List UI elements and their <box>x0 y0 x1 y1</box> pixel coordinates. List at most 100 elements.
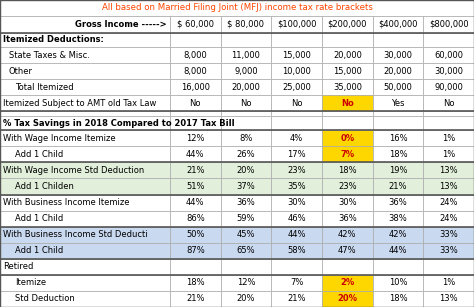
Text: 8,000: 8,000 <box>183 67 207 76</box>
Text: 21%: 21% <box>389 182 407 191</box>
Text: 65%: 65% <box>237 246 255 255</box>
Bar <box>423 63 474 79</box>
Text: 0%: 0% <box>340 134 355 143</box>
Text: 50%: 50% <box>186 230 205 239</box>
Text: 10%: 10% <box>389 278 407 287</box>
Bar <box>221 116 271 130</box>
Bar <box>423 33 474 47</box>
Bar <box>373 162 423 178</box>
Bar <box>322 162 373 178</box>
Bar <box>221 259 271 275</box>
Text: No: No <box>291 99 302 108</box>
Bar <box>221 16 271 33</box>
Text: 36%: 36% <box>389 198 407 207</box>
Bar <box>373 146 423 162</box>
Bar <box>322 227 373 243</box>
Text: 4%: 4% <box>290 134 303 143</box>
Text: $800,000: $800,000 <box>429 20 468 29</box>
Text: 13%: 13% <box>439 182 458 191</box>
Bar <box>423 111 474 116</box>
Bar <box>373 79 423 95</box>
Bar <box>373 195 423 211</box>
Bar <box>170 178 221 195</box>
Text: 30%: 30% <box>338 198 356 207</box>
Bar <box>0 211 170 227</box>
Bar <box>271 111 322 116</box>
Text: Gross Income ----->: Gross Income -----> <box>75 20 167 29</box>
Bar <box>221 95 271 111</box>
Bar <box>170 16 221 33</box>
Text: 44%: 44% <box>287 230 306 239</box>
Text: 44%: 44% <box>186 150 205 159</box>
Bar <box>373 116 423 130</box>
Bar <box>0 243 170 259</box>
Bar <box>0 162 170 178</box>
Bar <box>221 130 271 146</box>
Text: 18%: 18% <box>389 150 407 159</box>
Text: 20%: 20% <box>237 294 255 303</box>
Bar <box>221 275 271 291</box>
Bar <box>170 33 221 47</box>
Bar <box>170 195 221 211</box>
Bar <box>322 259 373 275</box>
Bar <box>322 116 373 130</box>
Text: 1%: 1% <box>442 134 456 143</box>
Text: With Business Income Std Deducti: With Business Income Std Deducti <box>3 230 147 239</box>
Bar <box>221 146 271 162</box>
Text: 1%: 1% <box>442 278 456 287</box>
Text: 13%: 13% <box>439 294 458 303</box>
Bar <box>322 178 373 195</box>
Bar <box>170 111 221 116</box>
Text: 15,000: 15,000 <box>333 67 362 76</box>
Bar <box>221 243 271 259</box>
Bar <box>170 95 221 111</box>
Text: 11,000: 11,000 <box>232 51 260 60</box>
Bar <box>221 47 271 63</box>
Text: $200,000: $200,000 <box>328 20 367 29</box>
Text: 23%: 23% <box>338 182 356 191</box>
Text: 21%: 21% <box>186 166 205 175</box>
Text: 58%: 58% <box>287 246 306 255</box>
Bar <box>271 47 322 63</box>
Bar <box>221 79 271 95</box>
Bar <box>322 63 373 79</box>
Text: 44%: 44% <box>186 198 205 207</box>
Bar <box>322 195 373 211</box>
Text: Itemized Deductions:: Itemized Deductions: <box>3 36 104 45</box>
Text: Add 1 Child: Add 1 Child <box>15 214 63 223</box>
Bar <box>0 275 170 291</box>
Bar <box>373 243 423 259</box>
Text: 60,000: 60,000 <box>434 51 463 60</box>
Bar <box>221 291 271 307</box>
Bar <box>373 111 423 116</box>
Text: Add 1 Child: Add 1 Child <box>15 246 63 255</box>
Bar <box>373 16 423 33</box>
Bar <box>221 178 271 195</box>
Bar <box>221 111 271 116</box>
Text: 30%: 30% <box>287 198 306 207</box>
Text: 8,000: 8,000 <box>183 51 207 60</box>
Text: 7%: 7% <box>290 278 303 287</box>
Text: 90,000: 90,000 <box>434 83 463 92</box>
Bar <box>423 178 474 195</box>
Bar <box>271 227 322 243</box>
Bar <box>373 95 423 111</box>
Text: With Business Income Itemize: With Business Income Itemize <box>3 198 129 207</box>
Text: 16,000: 16,000 <box>181 83 210 92</box>
Text: Std Deduction: Std Deduction <box>15 294 75 303</box>
Bar <box>0 116 170 130</box>
Bar <box>271 33 322 47</box>
Text: 45%: 45% <box>237 230 255 239</box>
Text: 19%: 19% <box>389 166 407 175</box>
Bar <box>0 0 474 16</box>
Bar <box>170 79 221 95</box>
Bar <box>0 79 170 95</box>
Text: No: No <box>443 99 455 108</box>
Bar <box>0 47 170 63</box>
Bar <box>0 16 170 33</box>
Bar <box>322 291 373 307</box>
Bar <box>0 63 170 79</box>
Text: $ 60,000: $ 60,000 <box>177 20 214 29</box>
Text: 59%: 59% <box>237 214 255 223</box>
Text: 12%: 12% <box>237 278 255 287</box>
